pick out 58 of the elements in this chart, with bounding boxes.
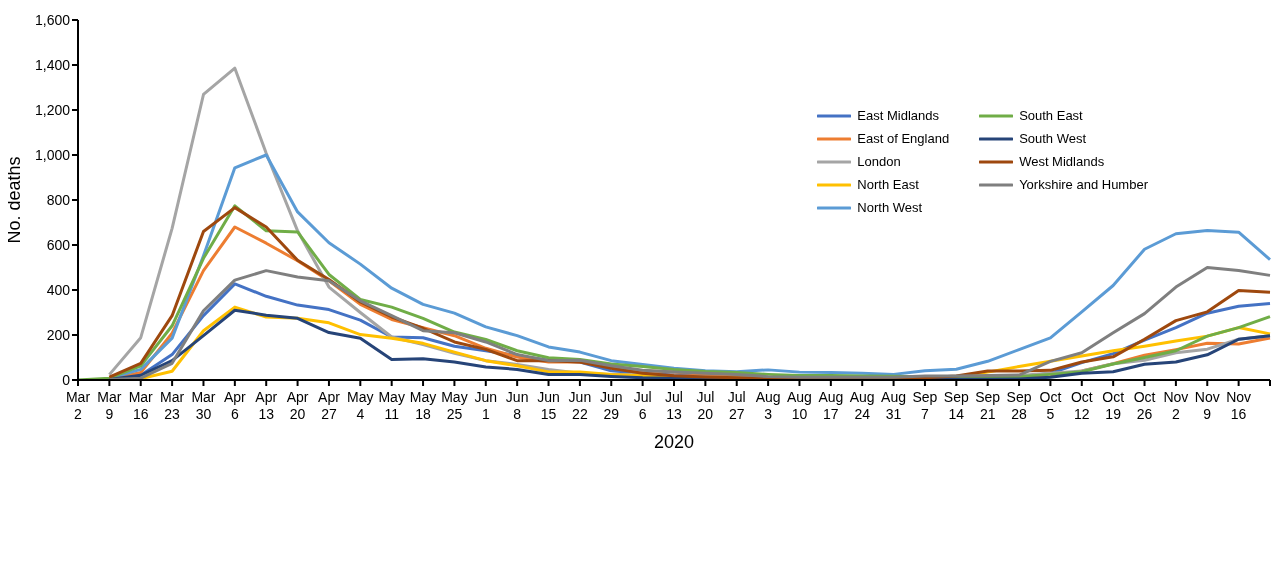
y-tick-label: 1,600 <box>34 11 71 28</box>
x-tick-label: Oct 12 <box>1070 389 1093 422</box>
x-tick-label: Aug 24 <box>849 389 875 422</box>
x-tick-label: May 4 <box>347 389 374 422</box>
x-tick-label: Aug 17 <box>818 389 844 422</box>
x-tick-label: Oct 26 <box>1133 389 1156 422</box>
y-tick-label: 200 <box>46 326 71 343</box>
x-tick-label: Jun 22 <box>568 389 592 422</box>
y-axis-title: No. deaths <box>4 156 25 244</box>
x-tick-label: Nov 16 <box>1226 389 1252 422</box>
x-tick-label: Mar 16 <box>128 389 154 422</box>
x-tick-label: Nov 2 <box>1163 389 1189 422</box>
legend-label: East Midlands <box>857 108 939 123</box>
legend-label: London <box>857 154 901 169</box>
x-tick-label: Sep 21 <box>975 389 1001 422</box>
x-tick-label: Mar 2 <box>65 389 91 422</box>
x-tick-label: Jul 27 <box>727 389 746 422</box>
x-tick-label: May 11 <box>378 389 405 422</box>
x-tick-label: Oct 19 <box>1102 389 1125 422</box>
legend-label: South West <box>1019 131 1087 146</box>
legend-label: East of England <box>857 131 950 146</box>
x-tick-label: Sep 14 <box>943 389 969 422</box>
x-tick-label: Jun 8 <box>505 389 529 422</box>
x-tick-label: Mar 23 <box>160 389 185 422</box>
legend-label: North East <box>857 177 919 192</box>
x-tick-label: Mar 9 <box>97 389 122 422</box>
legend-label: South East <box>1019 108 1083 123</box>
x-tick-label: Apr 27 <box>318 389 341 422</box>
x-tick-label: Sep 28 <box>1006 389 1032 422</box>
x-tick-label: Jul 6 <box>633 389 652 422</box>
x-tick-label: Jul 20 <box>696 389 715 422</box>
y-tick-label: 400 <box>46 281 71 298</box>
y-tick-label: 600 <box>46 236 71 253</box>
x-tick-label: Nov 9 <box>1194 389 1220 422</box>
x-tick-label: Aug 10 <box>787 389 812 422</box>
x-tick-label: Jun 29 <box>599 389 623 422</box>
x-tick-label: Jul 13 <box>665 389 683 422</box>
x-axis-title: 2020 <box>653 432 695 452</box>
x-tick-label: Apr 13 <box>255 389 278 422</box>
x-tick-label: Oct 5 <box>1039 389 1062 422</box>
x-tick-label: May 25 <box>441 389 468 422</box>
x-tick-label: May 18 <box>409 389 437 422</box>
x-tick-label: Mar 30 <box>191 389 216 422</box>
y-tick-label: 0 <box>62 371 71 388</box>
x-tick-label: Aug 31 <box>881 389 907 422</box>
x-tick-label: Sep 7 <box>912 389 938 422</box>
legend-label: Yorkshire and Humber <box>1019 177 1148 192</box>
y-tick-label: 800 <box>46 191 71 208</box>
legend-label: North West <box>857 200 923 215</box>
x-tick-label: Apr 20 <box>286 389 309 422</box>
y-tick-label: 1,000 <box>34 146 71 163</box>
x-tick-label: Jun 1 <box>474 389 498 422</box>
x-tick-label: Jun 15 <box>537 389 560 422</box>
y-tick-label: 1,400 <box>34 56 71 73</box>
legend-label: West Midlands <box>1019 154 1105 169</box>
x-tick-label: Aug 3 <box>755 389 781 422</box>
y-tick-label: 1,200 <box>34 101 71 118</box>
x-tick-label: Apr 6 <box>223 389 247 422</box>
